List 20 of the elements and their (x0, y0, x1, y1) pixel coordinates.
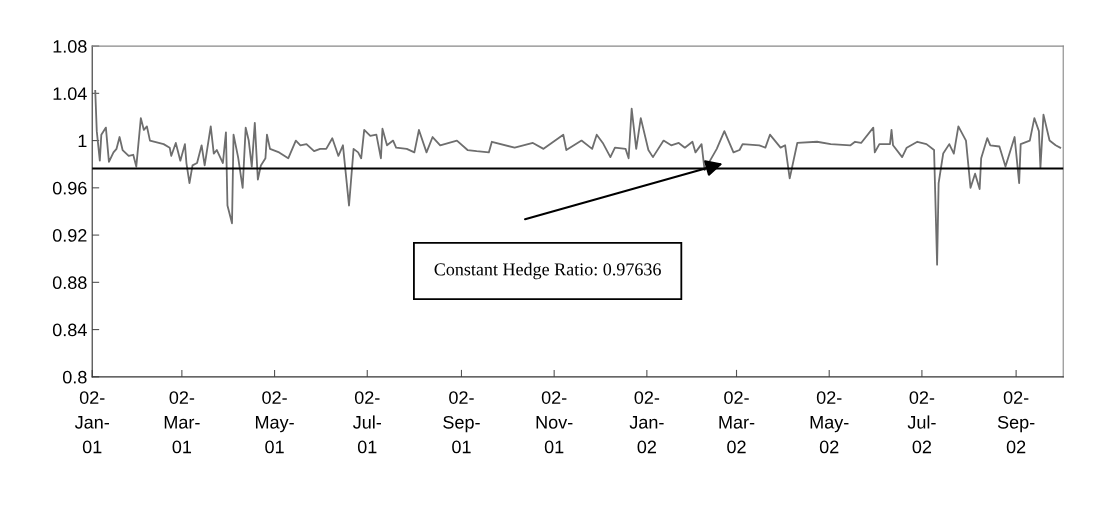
y-tick-label: 0.92 (52, 229, 87, 242)
x-tick-label: 02- May- 01 (255, 391, 294, 454)
x-tick-label: 02- Jul- 02 (907, 391, 936, 454)
x-tick-label: 02- Mar- 01 (164, 391, 200, 454)
x-tick-label: 02- Jan- 01 (74, 391, 109, 454)
y-tick-label: 0.88 (52, 276, 87, 290)
y-tick-label: 1.08 (53, 40, 87, 53)
x-tick-label: 02- Jan- 02 (629, 391, 664, 454)
y-tick-label: 0.96 (52, 181, 87, 195)
y-tick-label: 0.8 (62, 370, 87, 384)
y-tick-label: 0.84 (52, 323, 87, 337)
y-tick-label: 1 (78, 134, 87, 148)
x-tick-label: 02- Sep- 02 (997, 391, 1035, 454)
x-tick-label: 02- Sep- 01 (443, 391, 480, 454)
x-tick-label: 02- Mar- 02 (719, 391, 755, 454)
x-tick-label: 02- May- 02 (810, 391, 849, 454)
annotation: Constant Hedge Ratio: 0.97636 (434, 262, 661, 280)
x-tick-label: 02- Jul- 01 (352, 391, 381, 454)
y-tick-label: 1.04 (53, 87, 87, 101)
x-tick-label: 02- Nov- 01 (536, 391, 573, 454)
